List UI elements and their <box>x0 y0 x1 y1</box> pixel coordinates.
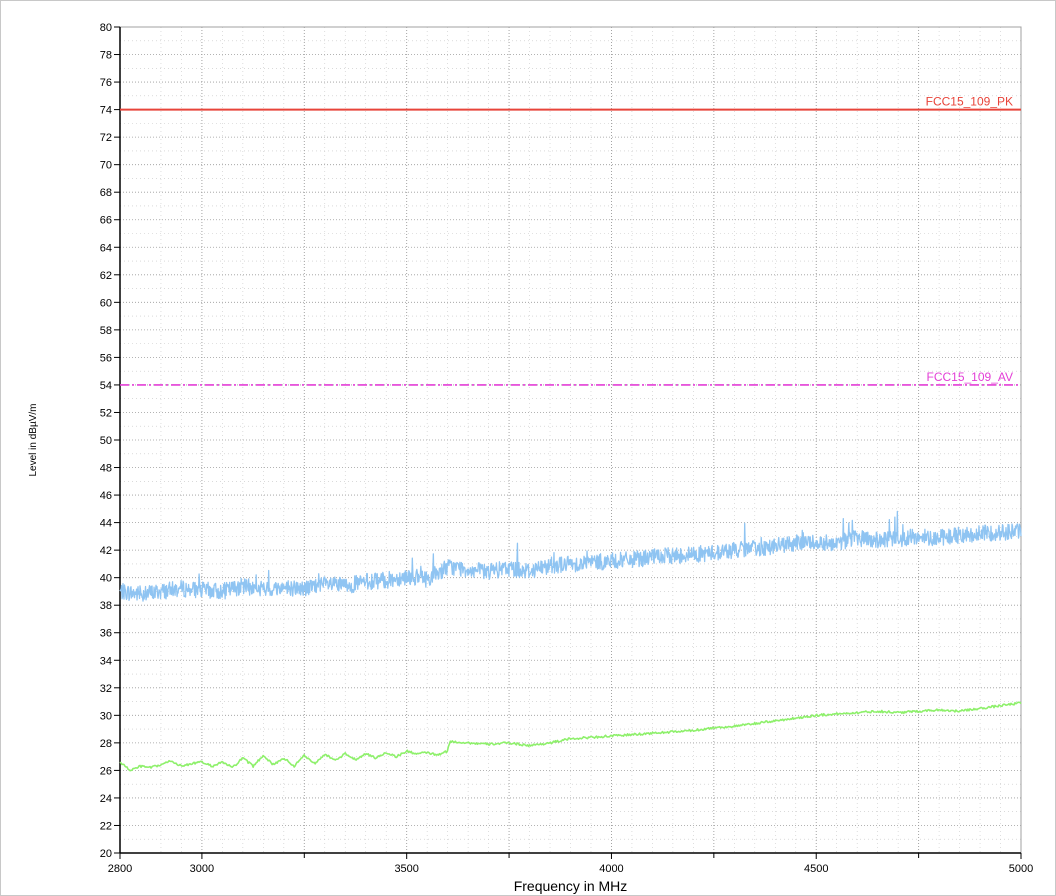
y-tick-label: 80 <box>100 22 112 34</box>
limit-line-label: FCC15_109_PK <box>926 95 1013 109</box>
y-tick-label: 54 <box>100 380 112 392</box>
y-tick-label: 48 <box>100 463 112 475</box>
x-tick-label: 2800 <box>108 863 132 875</box>
x-tick-label: 4500 <box>804 863 828 875</box>
x-tick-label: 3500 <box>394 863 418 875</box>
y-tick-label: 22 <box>100 820 112 832</box>
x-axis-title: Frequency in MHz <box>514 878 628 894</box>
y-tick-label: 58 <box>100 325 112 337</box>
x-tick-label: 4000 <box>599 863 623 875</box>
y-tick-label: 36 <box>100 628 112 640</box>
y-tick-label: 46 <box>100 490 112 502</box>
x-tick-label: 3000 <box>190 863 214 875</box>
y-tick-label: 20 <box>100 848 112 860</box>
y-axis-title: Level in dBµV/m <box>28 403 39 476</box>
y-tick-label: 72 <box>100 132 112 144</box>
y-tick-label: 26 <box>100 765 112 777</box>
y-tick-label: 74 <box>100 105 112 117</box>
series-line-1 <box>119 510 1022 602</box>
y-tick-label: 78 <box>100 50 112 62</box>
y-tick-label: 42 <box>100 545 112 557</box>
y-tick-label: 68 <box>100 187 112 199</box>
y-tick-label: 34 <box>100 655 112 667</box>
y-tick-label: 60 <box>100 297 112 309</box>
y-tick-label: 38 <box>100 600 112 612</box>
data-series <box>119 510 1022 772</box>
limit-line-label: FCC15_109_AV <box>927 370 1014 384</box>
y-tick-label: 24 <box>100 793 112 805</box>
series-line-2 <box>119 701 1022 772</box>
y-tick-label: 64 <box>100 242 112 254</box>
y-tick-label: 66 <box>100 215 112 227</box>
y-tick-label: 56 <box>100 352 112 364</box>
y-tick-label: 28 <box>100 738 112 750</box>
x-tick-label: 5000 <box>1009 863 1033 875</box>
y-tick-label: 40 <box>100 573 112 585</box>
y-tick-label: 32 <box>100 683 112 695</box>
y-tick-label: 30 <box>100 710 112 722</box>
y-tick-label: 70 <box>100 160 112 172</box>
y-tick-label: 52 <box>100 407 112 419</box>
y-tick-label: 44 <box>100 518 112 530</box>
y-tick-label: 62 <box>100 270 112 282</box>
y-tick-label: 50 <box>100 435 112 447</box>
y-tick-label: 76 <box>100 77 112 89</box>
limit-lines: FCC15_109_PK FCC15_109_AV <box>120 95 1021 386</box>
y-axis-ticks: 20 22 24 26 28 30 32 34 36 38 40 42 44 46 48 50 52 54 56 58… <box>100 22 120 860</box>
x-axis-ticks: 2800 3000 3500 4000 4500 5000 <box>108 853 1033 875</box>
